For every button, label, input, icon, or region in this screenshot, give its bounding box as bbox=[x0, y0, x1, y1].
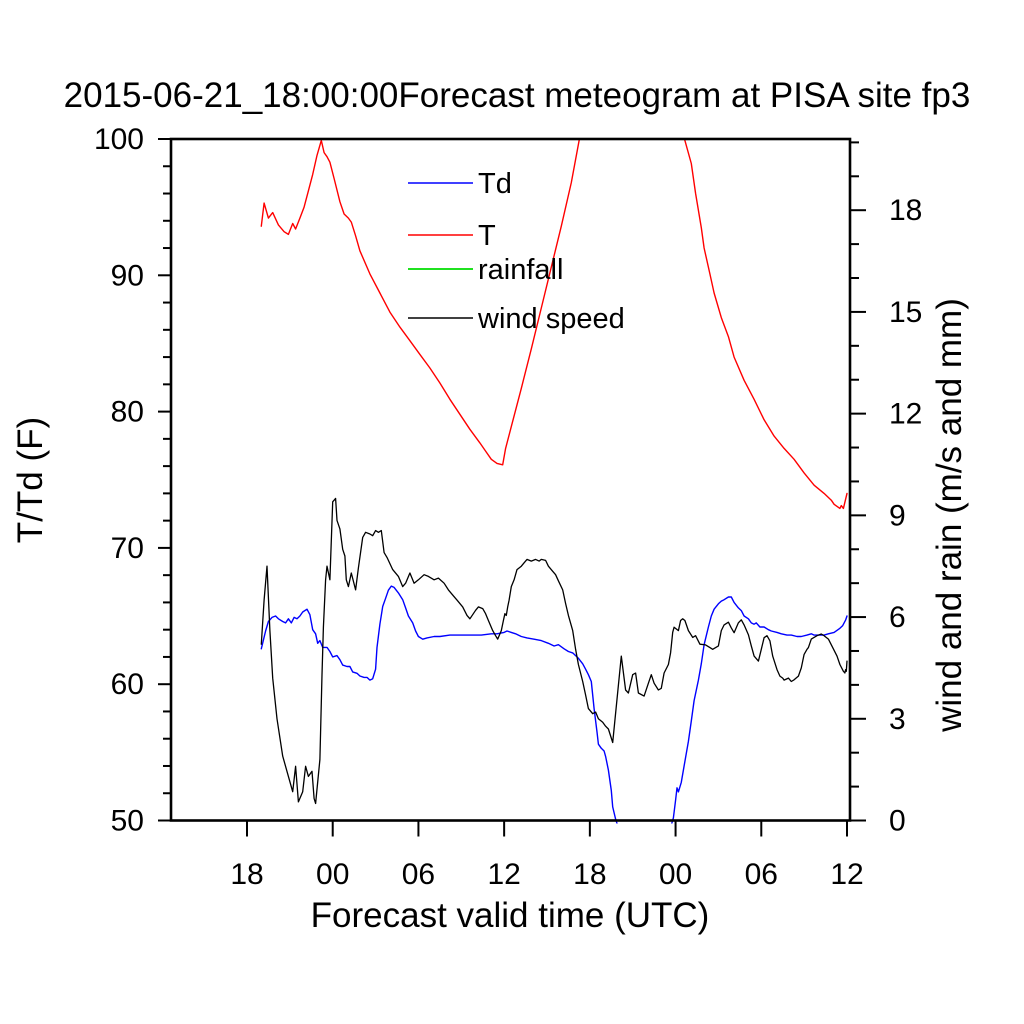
left-tick-label: 60 bbox=[111, 668, 144, 701]
left-tick-label: 100 bbox=[94, 123, 144, 156]
series-lines bbox=[260, 139, 848, 824]
right-tick-label: 9 bbox=[889, 499, 906, 532]
left-tick-label: 50 bbox=[111, 805, 144, 838]
right-tick-label: 3 bbox=[889, 703, 906, 736]
x-tick-label: 18 bbox=[230, 858, 263, 891]
x-tick-label: 00 bbox=[316, 858, 349, 891]
x-tick-label: 00 bbox=[659, 858, 692, 891]
series-line-Td bbox=[260, 585, 848, 824]
left-tick-label: 80 bbox=[111, 396, 144, 429]
x-tick-label: 18 bbox=[573, 858, 606, 891]
axis-tick-labels: 50 60 70 80 90 100 0 3 6 9 12 15 18 18 00 06 12 18 00 06 12 bbox=[94, 123, 922, 891]
x-axis-title: Forecast valid time (UTC) bbox=[311, 896, 710, 935]
y-left-axis-title: T/Td (F) bbox=[11, 417, 50, 543]
legend-label-T: T bbox=[478, 220, 496, 252]
plot-border bbox=[169, 137, 852, 822]
x-tick-label: 06 bbox=[402, 858, 435, 891]
series-line-wind-speed bbox=[260, 497, 848, 805]
right-tick-label: 12 bbox=[889, 398, 922, 431]
axis-ticks bbox=[158, 138, 866, 837]
right-tick-label: 15 bbox=[889, 296, 922, 329]
x-tick-label: 12 bbox=[487, 858, 520, 891]
left-tick-label: 90 bbox=[111, 259, 144, 292]
y-right-axis-title: wind and rain (m/s and mm) bbox=[930, 298, 969, 733]
right-tick-label: 0 bbox=[889, 805, 906, 838]
legend-label-rainfall: rainfall bbox=[478, 254, 563, 286]
x-tick-label: 06 bbox=[745, 858, 778, 891]
legend-label-Td: Td bbox=[478, 168, 512, 200]
right-tick-label: 18 bbox=[889, 194, 922, 227]
legend-label-wind-speed: wind speed bbox=[477, 303, 625, 335]
x-tick-label: 12 bbox=[830, 858, 863, 891]
right-tick-label: 6 bbox=[889, 601, 906, 634]
chart-title: 2015-06-21_18:00:00Forecast meteogram at… bbox=[64, 76, 971, 115]
series-line-T bbox=[260, 139, 848, 510]
left-tick-label: 70 bbox=[111, 532, 144, 565]
